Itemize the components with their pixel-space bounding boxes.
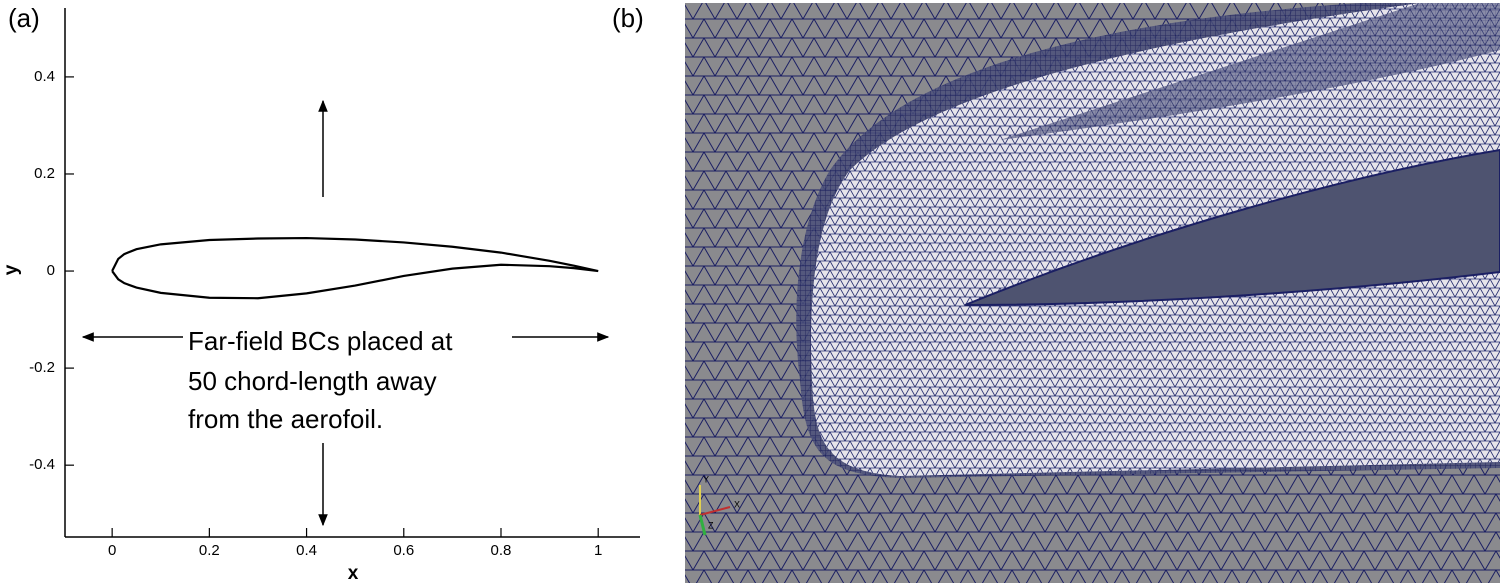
- x-tick-label: 0.4: [296, 542, 317, 559]
- y-tick-label: 0: [47, 262, 55, 279]
- y-axis-label: y: [1, 264, 22, 275]
- triad-label: Z: [708, 520, 714, 530]
- y-tick-label: 0.4: [34, 68, 55, 85]
- panel-label: (b): [612, 3, 644, 33]
- annotation-line: Far-field BCs placed at: [188, 326, 453, 356]
- x-tick-label: 0: [108, 542, 116, 559]
- aerofoil-outline: [111, 236, 599, 300]
- x-tick-label: 1: [594, 542, 602, 559]
- axes-triad: Y X Z: [698, 474, 740, 536]
- y-tick-label: -0.4: [29, 456, 55, 473]
- wake-mesh: [1000, 3, 1500, 140]
- annotation-line: 50 chord-length away: [188, 366, 437, 396]
- mesh-image: Y X Z: [685, 3, 1500, 583]
- aerofoil-section: [964, 148, 1500, 306]
- triad-label: Y: [703, 474, 709, 484]
- x-axis-label: x: [348, 563, 359, 584]
- x-tick-label: 0.8: [491, 542, 512, 559]
- x-tick-label: 0.2: [199, 542, 220, 559]
- annotation: Far-field BCs placed at 50 chord-length …: [188, 326, 453, 434]
- y-tick-label: 0.2: [34, 165, 55, 182]
- triad-label: X: [734, 499, 740, 509]
- y-tick-label: -0.2: [29, 359, 55, 376]
- annotation-line: from the aerofoil.: [188, 404, 383, 434]
- x-tick-label: 0.6: [393, 542, 414, 559]
- panel-label: (a): [8, 3, 40, 33]
